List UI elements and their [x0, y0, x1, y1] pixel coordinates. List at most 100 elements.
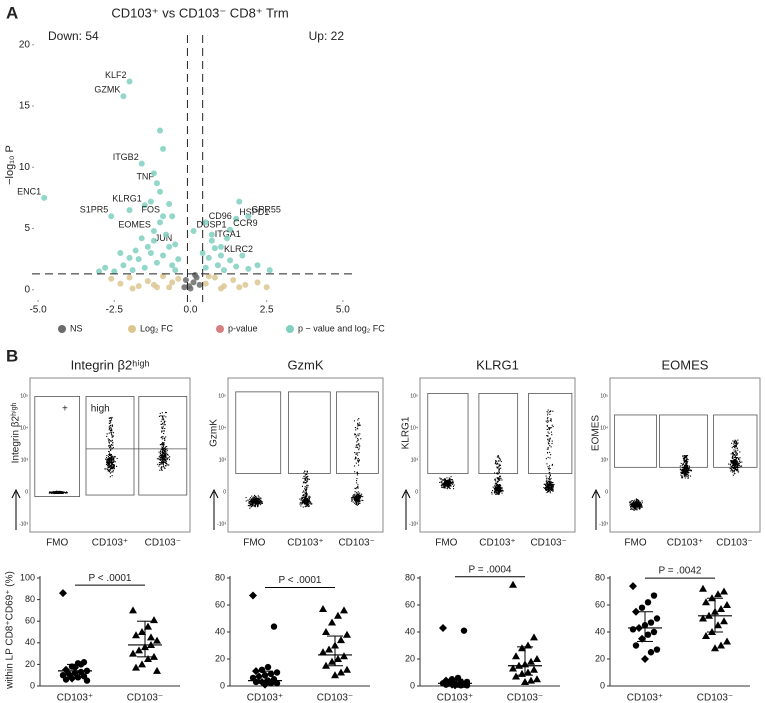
cell-event — [492, 486, 494, 488]
flow-tick-label: 10³ — [601, 457, 609, 463]
cell-event — [111, 457, 113, 459]
cell-event — [358, 447, 360, 449]
data-point — [150, 281, 157, 288]
cell-event — [681, 477, 683, 479]
cell-event — [256, 498, 258, 500]
cell-event — [444, 485, 446, 487]
cell-event — [166, 458, 168, 460]
data-point — [153, 180, 160, 187]
cell-event — [545, 475, 547, 477]
cell-event — [447, 483, 449, 485]
cell-event — [681, 472, 683, 474]
cell-event — [108, 441, 110, 443]
cell-event — [735, 469, 737, 471]
cell-event — [355, 500, 357, 502]
cell-event — [355, 457, 357, 459]
cell-event — [734, 456, 736, 458]
cell-event — [641, 502, 643, 504]
cell-event — [686, 471, 688, 473]
cell-event — [357, 472, 359, 474]
gene-label: GZMK — [94, 85, 120, 95]
cell-event — [163, 458, 165, 460]
cell-event — [497, 479, 499, 481]
cell-event — [306, 477, 308, 479]
cell-event — [301, 503, 303, 505]
population-label: CD103⁻ — [338, 538, 374, 549]
data-point — [264, 663, 272, 671]
cell-event — [552, 482, 554, 484]
data-point — [214, 262, 221, 269]
cell-event — [638, 504, 640, 506]
legend-label: p − value and log₂ FC — [298, 323, 385, 333]
cell-event — [303, 499, 305, 501]
cell-event — [360, 494, 362, 496]
cell-event — [732, 453, 734, 455]
cell-event — [112, 444, 114, 446]
cell-event — [163, 455, 165, 457]
cell-event — [733, 460, 735, 462]
cell-event — [547, 417, 549, 419]
cell-event — [544, 484, 546, 486]
cell-event — [550, 411, 552, 413]
cell-event — [303, 494, 305, 496]
x-tick-label: 5.0 — [336, 305, 350, 316]
cell-event — [250, 499, 252, 501]
cell-event — [733, 470, 735, 472]
cell-event — [305, 495, 307, 497]
data-point — [202, 219, 209, 226]
data-point — [41, 194, 48, 201]
cell-event — [494, 491, 496, 493]
cell-event — [257, 504, 259, 506]
cell-event — [550, 485, 552, 487]
cell-event — [546, 482, 548, 484]
population-label: CD103⁻ — [145, 538, 181, 549]
cell-event — [446, 486, 448, 488]
cell-event — [55, 492, 57, 494]
cell-event — [111, 448, 113, 450]
cell-event — [107, 458, 109, 460]
cell-event — [357, 461, 359, 463]
cell-event — [445, 485, 447, 487]
cell-event — [357, 487, 359, 489]
cell-event — [304, 486, 306, 488]
cell-event — [636, 502, 638, 504]
cell-event — [501, 479, 503, 481]
cell-event — [641, 500, 643, 502]
cell-event — [356, 480, 358, 482]
cell-event — [355, 429, 357, 431]
cell-event — [307, 479, 309, 481]
data-point — [120, 262, 127, 269]
cell-event — [734, 455, 736, 457]
cell-event — [250, 506, 252, 508]
cell-event — [51, 491, 53, 493]
data-point — [150, 237, 157, 244]
data-point — [68, 674, 76, 683]
cell-event — [307, 504, 309, 506]
data-point — [141, 264, 148, 271]
flow-tick-label: 10⁴ — [600, 425, 608, 431]
cell-event — [631, 506, 633, 508]
gate — [614, 414, 657, 468]
cell-event — [111, 435, 113, 437]
cell-event — [683, 472, 685, 474]
cell-event — [357, 447, 359, 449]
cell-event — [444, 481, 446, 483]
cell-event — [161, 462, 163, 464]
cell-event — [110, 444, 112, 446]
cell-event — [550, 418, 552, 420]
cell-event — [261, 502, 263, 504]
gene-label: S1PR5 — [80, 205, 109, 215]
cell-event — [161, 458, 163, 460]
data-point — [138, 160, 145, 167]
cell-event — [732, 440, 734, 442]
cell-event — [160, 457, 162, 459]
cell-event — [350, 497, 352, 499]
data-point — [163, 231, 170, 238]
cell-event — [356, 427, 358, 429]
cell-event — [251, 501, 253, 503]
cell-event — [446, 482, 448, 484]
cell-event — [684, 466, 686, 468]
cell-event — [108, 450, 110, 452]
cell-event — [110, 418, 112, 420]
cell-event — [500, 475, 502, 477]
